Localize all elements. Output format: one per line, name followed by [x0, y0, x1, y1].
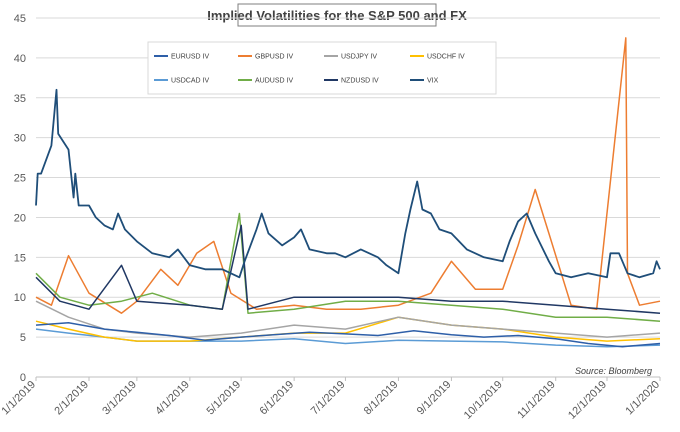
series-lines: [35, 37, 661, 348]
series-line-nzdusd-iv: [35, 224, 661, 314]
x-tick-label: 2/1/2019: [52, 379, 91, 418]
x-tick-label: 11/1/2019: [515, 379, 558, 422]
x-tick-label: 1/1/2020: [623, 379, 662, 418]
x-tick-label: 9/1/2019: [415, 379, 454, 418]
y-tick-label: 30: [14, 133, 26, 145]
x-tick-label: 1/1/2019: [0, 379, 38, 418]
y-tick-label: 0: [20, 372, 26, 384]
legend-box: [147, 41, 497, 95]
legend-label: USDJPY IV: [341, 54, 377, 61]
x-tick-label: 12/1/2019: [566, 379, 609, 422]
legend-label: USDCHF IV: [427, 54, 465, 61]
x-tick-label: 8/1/2019: [362, 379, 401, 418]
series-line-eurusd-iv: [35, 322, 661, 348]
y-axis: 0 5 10 15 20 25 30 35 40 45: [14, 13, 26, 384]
x-tick-label: 10/1/2019: [462, 379, 505, 422]
series-line-audusd-iv: [35, 212, 661, 322]
legend-label: AUDUSD IV: [255, 78, 293, 85]
x-tick-label: 3/1/2019: [100, 379, 139, 418]
series-line-vix: [35, 88, 661, 279]
y-tick-label: 40: [14, 53, 26, 65]
legend-label: GBPUSD IV: [255, 54, 293, 61]
x-tick-label: 6/1/2019: [257, 379, 296, 418]
legend-label: EURUSD IV: [171, 54, 209, 61]
legend-label: USDCAD IV: [171, 78, 209, 85]
x-tick-label: 5/1/2019: [205, 379, 244, 418]
y-tick-label: 5: [20, 332, 26, 344]
y-tick-label: 35: [14, 93, 26, 105]
x-tick-label: 4/1/2019: [153, 379, 192, 418]
chart-title: Implied Volatilities for the S&P 500 and…: [207, 8, 467, 23]
legend: EURUSD IV GBPUSD IV USDJPY IV USDCHF IV USDC…: [154, 54, 465, 85]
y-tick-label: 15: [14, 252, 26, 264]
y-tick-label: 20: [14, 212, 26, 224]
chart-title-box: [237, 3, 437, 27]
legend-label: NZDUSD IV: [341, 78, 379, 85]
y-tick-label: 45: [14, 13, 26, 25]
x-tick-label: 7/1/2019: [309, 379, 348, 418]
source-note: Source: Bloomberg: [575, 366, 652, 376]
y-tick-label: 10: [14, 292, 26, 304]
x-axis: 1/1/2019 2/1/2019 3/1/2019 4/1/2019 5/1/2019…: [0, 377, 662, 422]
y-tick-label: 25: [14, 173, 26, 185]
legend-label: VIX: [427, 78, 439, 85]
